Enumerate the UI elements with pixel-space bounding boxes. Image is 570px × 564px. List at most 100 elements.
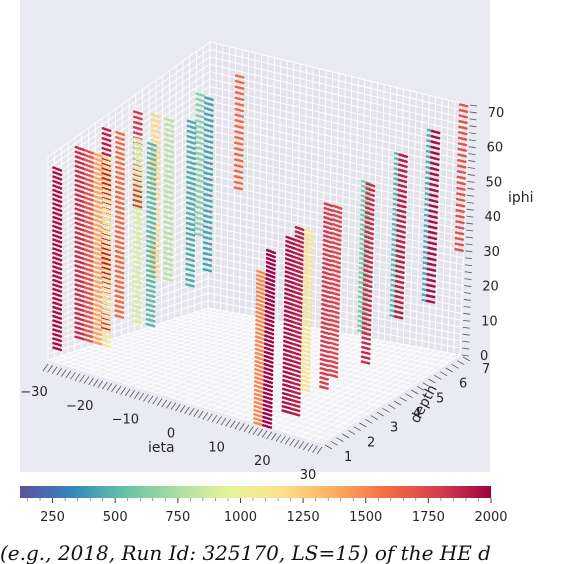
- data-point: [335, 357, 339, 360]
- data-point: [81, 252, 85, 255]
- data-point: [404, 185, 408, 189]
- data-point: [108, 336, 112, 339]
- data-point: [90, 316, 94, 320]
- data-point: [121, 281, 125, 285]
- data-point: [339, 207, 343, 210]
- data-point: [403, 215, 407, 219]
- data-point: [209, 226, 213, 230]
- data-point: [335, 370, 339, 374]
- data-point: [192, 244, 196, 247]
- data-point: [330, 204, 334, 208]
- data-point: [339, 229, 342, 233]
- data-point: [153, 261, 156, 265]
- data-point: [153, 197, 157, 201]
- data-point: [437, 131, 441, 135]
- data-point: [121, 306, 125, 309]
- data-point: [121, 301, 125, 305]
- data-point: [434, 237, 438, 241]
- data-point: [100, 239, 103, 243]
- data-point: [170, 243, 174, 246]
- data-point: [308, 333, 312, 337]
- data-point: [404, 195, 407, 199]
- data-point: [434, 242, 438, 246]
- data-series-ieta-26-depth-5: [393, 153, 409, 320]
- data-point: [171, 119, 175, 123]
- data-point: [211, 103, 214, 107]
- data-point: [109, 186, 112, 189]
- data-point: [372, 189, 376, 193]
- data-point: [192, 264, 195, 268]
- data-series-ieta-29-depth-7: [454, 103, 469, 252]
- data-point: [100, 164, 103, 167]
- data-point: [310, 286, 313, 290]
- data-point: [202, 121, 205, 124]
- data-point: [193, 177, 196, 181]
- data-point: [298, 396, 301, 400]
- data-point: [338, 275, 341, 279]
- data-point: [90, 213, 94, 216]
- data-point: [90, 241, 94, 244]
- data-point: [368, 323, 372, 327]
- data-point: [241, 76, 245, 79]
- data-point: [297, 409, 301, 413]
- data-point: [109, 219, 112, 222]
- data-point: [100, 202, 103, 205]
- data-point: [90, 283, 94, 287]
- data-point: [368, 342, 371, 346]
- data-point: [402, 246, 406, 249]
- data-point: [99, 291, 103, 294]
- data-point: [100, 234, 103, 238]
- data-point: [139, 286, 143, 290]
- data-point: [434, 248, 437, 251]
- data-point: [100, 225, 103, 229]
- data-point: [139, 301, 143, 305]
- data-point: [81, 257, 85, 260]
- data-point: [171, 145, 174, 149]
- data-point: [81, 276, 85, 279]
- data-point: [433, 274, 437, 278]
- data-point: [202, 94, 205, 97]
- data-point: [240, 171, 244, 174]
- data-point: [461, 249, 464, 252]
- data-point: [241, 148, 244, 152]
- data-point: [435, 211, 439, 214]
- data-point: [336, 334, 340, 338]
- data-point: [108, 303, 112, 306]
- data-point: [192, 218, 196, 222]
- data-point: [337, 289, 341, 292]
- data-point: [434, 258, 437, 262]
- data-point: [461, 227, 465, 230]
- data-point: [335, 375, 339, 379]
- data-point: [463, 182, 466, 186]
- data-point: [297, 413, 301, 417]
- data-point: [201, 201, 204, 205]
- data-point: [153, 276, 156, 279]
- data-point: [241, 87, 245, 90]
- data-point: [371, 242, 374, 245]
- data-point: [81, 191, 85, 194]
- data-point: [241, 137, 244, 141]
- data-point: [153, 251, 156, 255]
- data-series-ieta--25-depth-2: [92, 152, 103, 346]
- data-point: [140, 139, 144, 143]
- data-point: [108, 284, 112, 288]
- data-point: [90, 217, 94, 221]
- data-point: [192, 228, 196, 232]
- data-point: [81, 181, 85, 185]
- data-point: [99, 300, 103, 304]
- data-point: [369, 290, 373, 293]
- data-point: [90, 274, 94, 277]
- data-point: [402, 266, 405, 270]
- data-point: [122, 138, 125, 141]
- data-point: [210, 205, 213, 208]
- data-point: [370, 251, 374, 255]
- data-point: [327, 337, 331, 340]
- data-point: [121, 261, 125, 265]
- data-point: [327, 323, 331, 326]
- data-point: [464, 154, 467, 158]
- data-point: [154, 144, 157, 147]
- data-series-ieta--22-depth-3: [132, 137, 144, 324]
- data-point: [369, 304, 372, 308]
- data-point: [108, 317, 112, 321]
